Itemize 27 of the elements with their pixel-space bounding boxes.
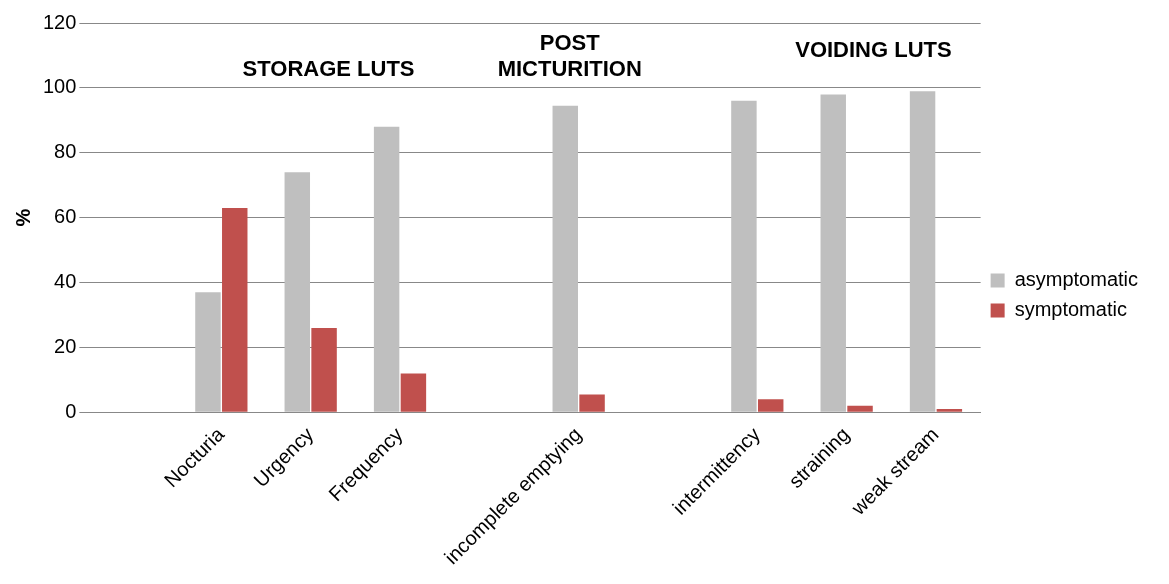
bar — [757, 399, 784, 412]
bar — [820, 94, 846, 412]
bar — [195, 292, 221, 412]
y-tick-label: 80 — [54, 140, 77, 163]
bar — [909, 91, 936, 412]
annotation: STORAGE LUTS — [242, 56, 415, 82]
y-tick-label: 60 — [54, 205, 77, 228]
bar — [847, 405, 873, 412]
annotation: VOIDING LUTS — [795, 37, 952, 62]
legend-label: symptomatic — [1014, 298, 1127, 321]
y-tick-label: 0 — [65, 399, 77, 422]
bar — [373, 126, 400, 412]
y-tick-label: 20 — [54, 334, 77, 357]
y-axis-title: % — [11, 208, 34, 227]
y-tick-label: 40 — [54, 270, 77, 293]
bar — [311, 327, 337, 412]
legend-label: asymptomatic — [1014, 268, 1139, 291]
bar — [400, 373, 427, 412]
bar — [731, 100, 757, 412]
annotation: POST MICTURITION — [497, 30, 642, 82]
y-tick-label: 120 — [42, 10, 77, 33]
bar — [284, 172, 311, 412]
bar — [936, 409, 963, 412]
bar — [579, 394, 605, 412]
y-tick-label: 100 — [42, 75, 77, 98]
bar — [222, 207, 248, 412]
bar — [552, 105, 578, 412]
